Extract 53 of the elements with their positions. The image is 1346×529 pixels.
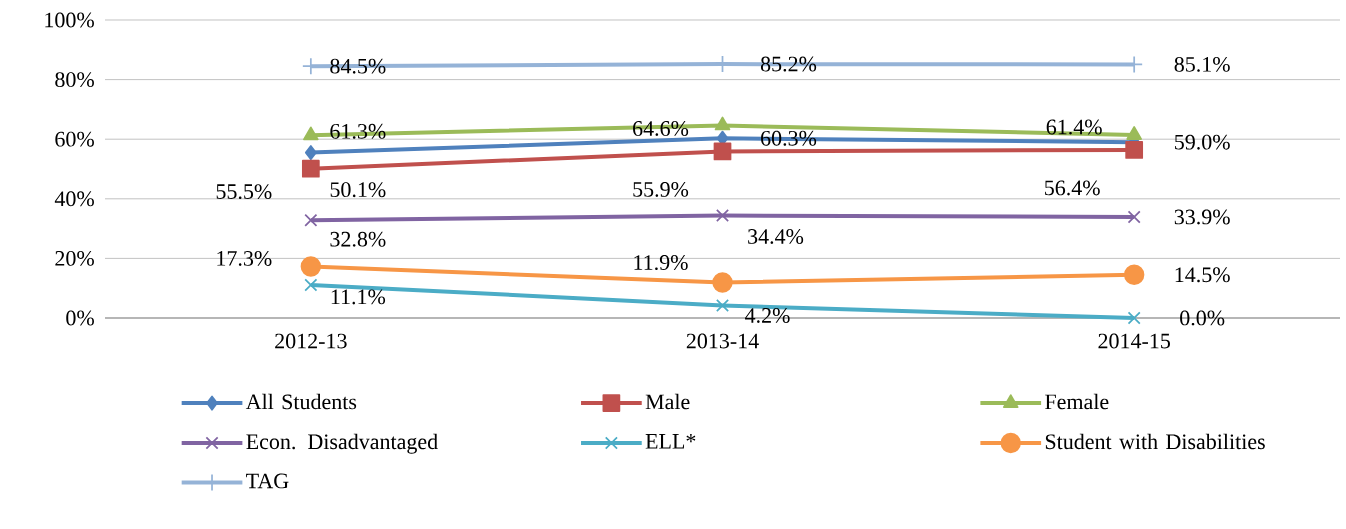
data-label: 61.4%: [1046, 119, 1102, 135]
data-label: 32.8%: [330, 231, 386, 247]
point: [1127, 311, 1141, 325]
legend-label: Student with Disabilities: [1045, 433, 1265, 450]
point: [715, 298, 730, 313]
data-label: 11.9%: [634, 255, 688, 271]
x-tick-label: 2013-14: [686, 333, 759, 349]
data-label: 50.1%: [330, 182, 386, 198]
point: [714, 116, 731, 131]
data-label: 60.3%: [761, 130, 817, 146]
point: [304, 213, 318, 227]
data-label: 55.5%: [216, 184, 272, 200]
point: [1125, 141, 1144, 159]
point: [300, 256, 322, 277]
y-tick-label: 80%: [55, 72, 94, 88]
x-tick-label: 2014-15: [1098, 333, 1170, 349]
legend-label: All Students: [245, 393, 357, 410]
data-label: 85.2%: [760, 56, 817, 72]
legend-label: TAG: [246, 473, 289, 489]
point: [715, 208, 730, 223]
data-label: 56.4%: [1045, 180, 1100, 196]
data-label: 11.1%: [331, 289, 386, 305]
data-label: 17.3%: [217, 250, 272, 266]
data-label: 4.2%: [745, 308, 790, 323]
point: [1127, 210, 1141, 224]
data-label: 14.5%: [1175, 267, 1230, 283]
data-label: 0.0%: [1180, 310, 1225, 326]
point: [304, 278, 318, 292]
data-label: 85.1%: [1174, 56, 1230, 72]
data-label: 59.0%: [1175, 134, 1230, 150]
point: [301, 159, 320, 178]
point: [304, 145, 317, 161]
legend-label: Female: [1045, 393, 1109, 410]
point: [713, 142, 732, 161]
point: [712, 272, 733, 293]
data-label: 55.9%: [633, 181, 689, 197]
y-tick-label: 0%: [66, 310, 94, 326]
data-label: 84.5%: [330, 58, 386, 74]
y-tick-label: 100%: [45, 12, 94, 28]
point: [1126, 126, 1142, 140]
x-tick-label: 2012-13: [275, 333, 347, 349]
y-tick-label: 60%: [55, 131, 94, 147]
y-tick-label: 20%: [55, 250, 94, 266]
data-label: 61.3%: [330, 123, 386, 139]
legend-label: Econ. Disadvantaged: [246, 433, 438, 454]
point: [303, 126, 319, 141]
point: [1123, 264, 1145, 285]
data-label: 64.6%: [633, 121, 689, 136]
legend-label: ELL*: [645, 434, 696, 449]
data-label: 33.9%: [1174, 209, 1230, 225]
legend-label: Male: [645, 393, 690, 410]
y-tick-label: 40%: [54, 191, 94, 207]
data-label: 34.4%: [748, 229, 804, 244]
